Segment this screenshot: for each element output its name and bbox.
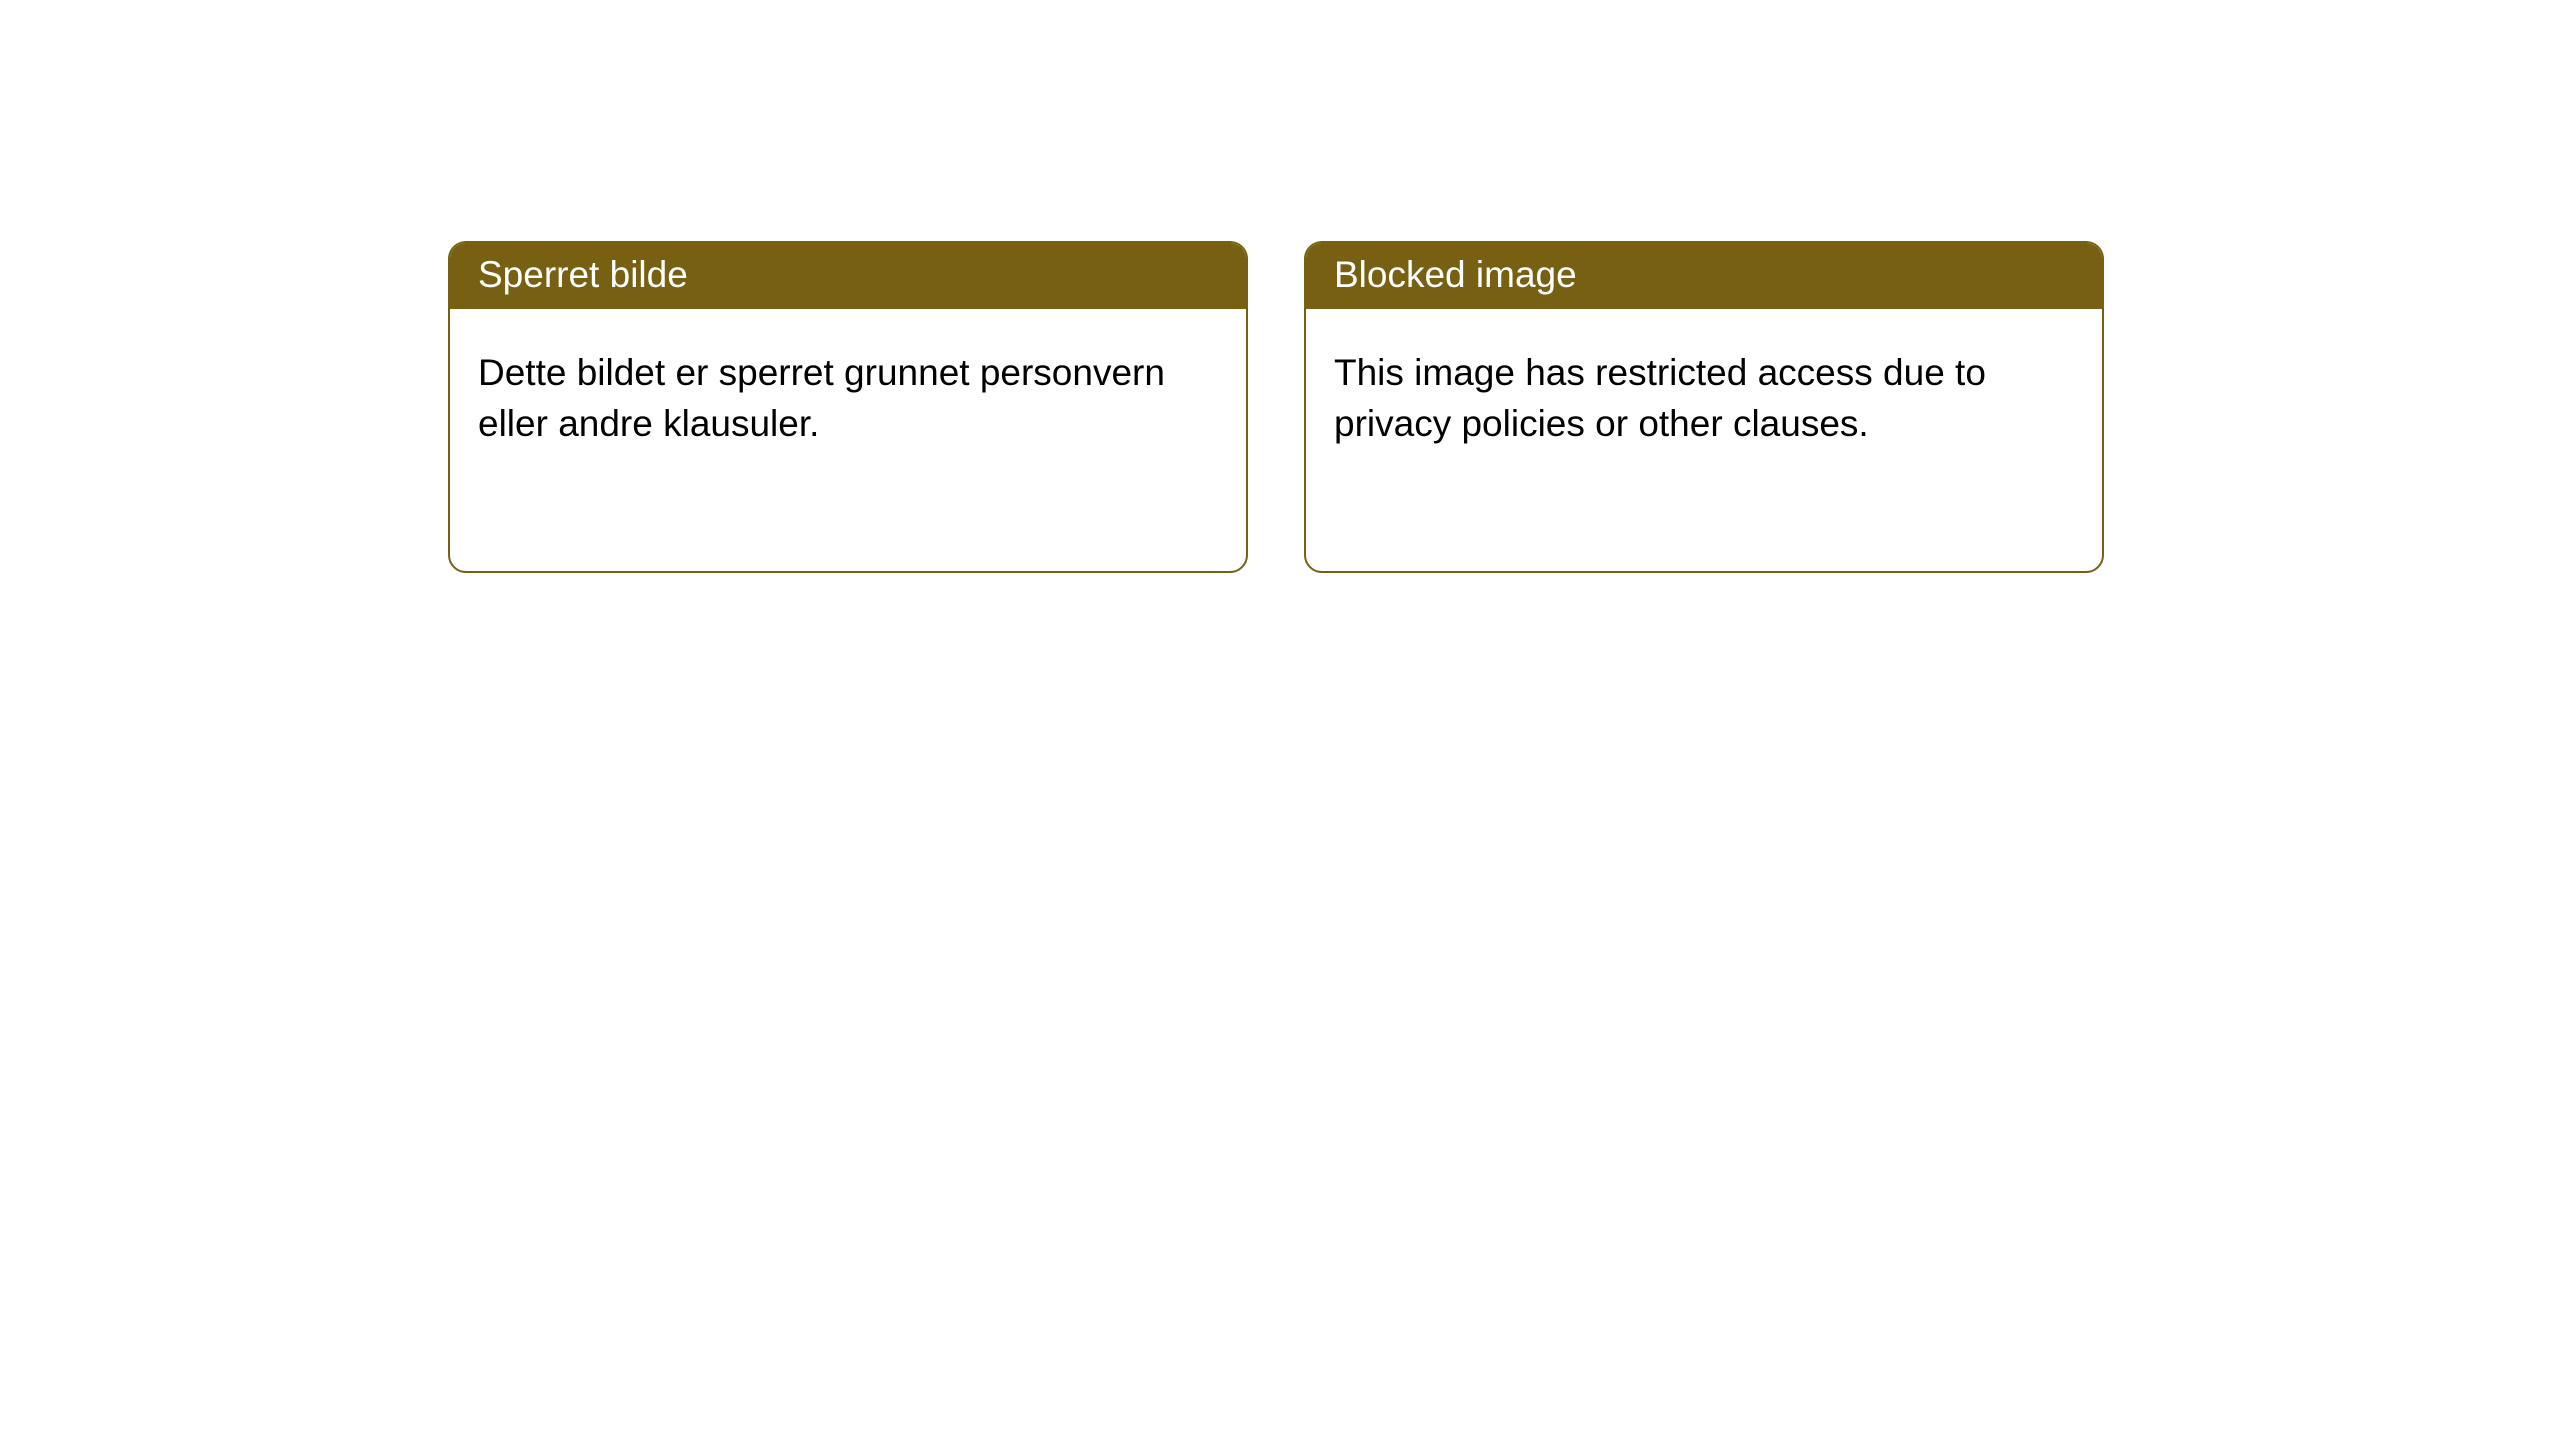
notice-card-en: Blocked image This image has restricted …: [1304, 241, 2104, 573]
notice-header-no: Sperret bilde: [450, 243, 1246, 309]
notice-card-no: Sperret bilde Dette bildet er sperret gr…: [448, 241, 1248, 573]
notice-body-no: Dette bildet er sperret grunnet personve…: [450, 309, 1246, 477]
notice-header-en: Blocked image: [1306, 243, 2102, 309]
notice-container: Sperret bilde Dette bildet er sperret gr…: [0, 0, 2560, 573]
notice-body-en: This image has restricted access due to …: [1306, 309, 2102, 477]
